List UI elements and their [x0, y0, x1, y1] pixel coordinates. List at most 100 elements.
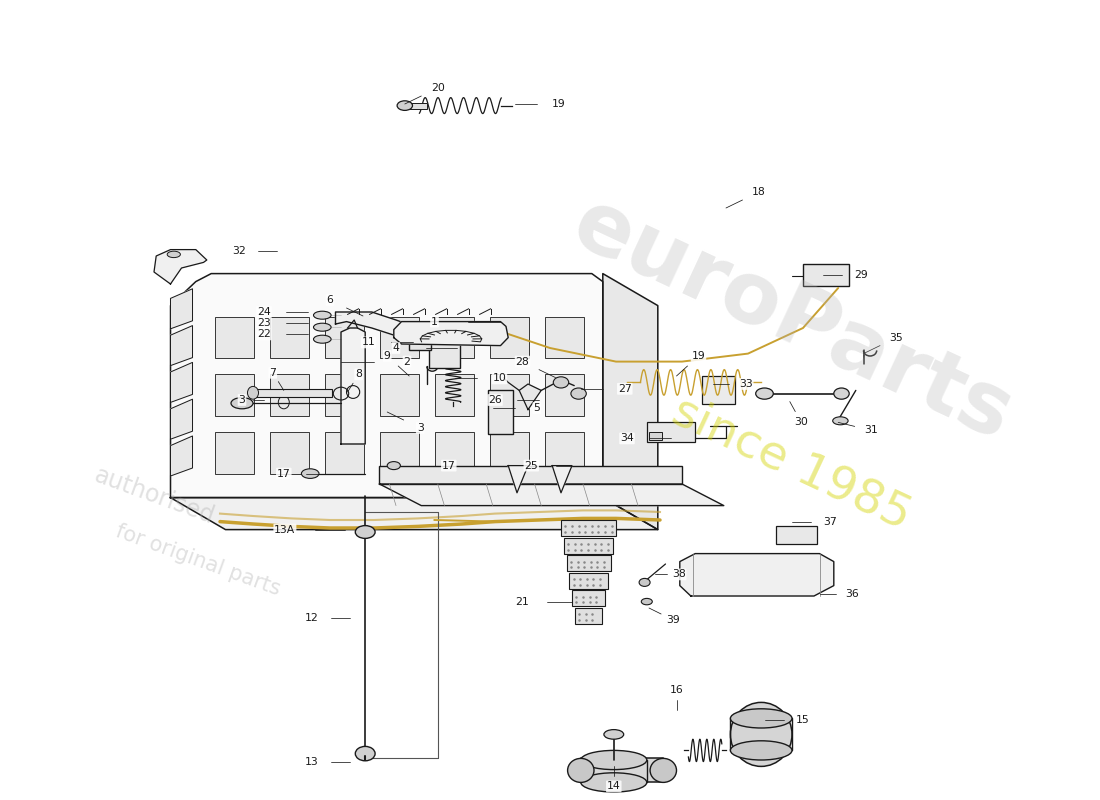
Bar — [214, 317, 254, 358]
Text: 25: 25 — [525, 461, 538, 470]
Text: 19: 19 — [692, 351, 705, 361]
Text: 10: 10 — [493, 374, 506, 383]
Ellipse shape — [231, 398, 253, 409]
Polygon shape — [394, 322, 508, 346]
Polygon shape — [170, 289, 192, 329]
Ellipse shape — [248, 386, 258, 399]
Bar — [649, 432, 662, 440]
Ellipse shape — [571, 388, 586, 399]
Bar — [324, 374, 364, 416]
Text: 28: 28 — [516, 357, 529, 366]
Text: 6: 6 — [327, 295, 333, 305]
Text: authorised: authorised — [90, 463, 218, 529]
Ellipse shape — [314, 335, 331, 343]
Text: 17: 17 — [442, 461, 455, 470]
Ellipse shape — [834, 388, 849, 399]
Ellipse shape — [355, 526, 375, 538]
Text: 31: 31 — [865, 426, 878, 435]
Bar — [270, 317, 309, 358]
Text: 34: 34 — [620, 434, 634, 443]
Ellipse shape — [581, 750, 647, 770]
Polygon shape — [170, 436, 192, 476]
Text: 18: 18 — [752, 187, 766, 197]
Bar — [253, 389, 332, 397]
Ellipse shape — [397, 101, 412, 110]
Text: 3: 3 — [417, 423, 424, 433]
Bar — [324, 317, 364, 358]
Text: 3: 3 — [239, 395, 245, 405]
Polygon shape — [154, 250, 207, 284]
Bar — [214, 374, 254, 416]
Polygon shape — [341, 328, 365, 444]
Ellipse shape — [387, 462, 400, 470]
Text: since 1985: since 1985 — [666, 389, 918, 539]
Text: 24: 24 — [257, 307, 271, 317]
Polygon shape — [552, 466, 572, 493]
Bar — [561, 520, 616, 536]
Text: 1: 1 — [431, 317, 438, 326]
Bar — [564, 538, 614, 554]
Text: 27: 27 — [618, 384, 631, 394]
Ellipse shape — [833, 417, 848, 425]
Text: 13: 13 — [305, 757, 318, 766]
Bar — [488, 390, 513, 434]
Polygon shape — [170, 274, 603, 498]
Bar — [434, 432, 474, 474]
Ellipse shape — [641, 598, 652, 605]
Text: 5: 5 — [534, 403, 540, 413]
Bar — [270, 374, 309, 416]
Bar — [776, 526, 817, 544]
Ellipse shape — [581, 773, 647, 792]
Bar — [214, 432, 254, 474]
Ellipse shape — [730, 709, 792, 728]
Bar — [544, 317, 584, 358]
Text: 29: 29 — [855, 270, 868, 280]
Text: 17: 17 — [277, 469, 290, 478]
Bar — [570, 573, 608, 589]
Text: 32: 32 — [232, 246, 245, 256]
Polygon shape — [336, 312, 497, 342]
Text: 21: 21 — [516, 597, 529, 606]
Polygon shape — [603, 274, 658, 530]
Bar — [379, 317, 419, 358]
Text: 12: 12 — [305, 613, 318, 622]
Bar — [803, 264, 849, 286]
Text: 13A: 13A — [274, 525, 296, 534]
Text: 22: 22 — [257, 330, 271, 339]
Text: 19: 19 — [552, 99, 565, 109]
Text: 23: 23 — [257, 318, 271, 328]
Bar — [702, 376, 735, 404]
Bar — [572, 590, 605, 606]
Text: 38: 38 — [672, 570, 685, 579]
Text: 35: 35 — [890, 333, 903, 342]
Bar — [324, 432, 364, 474]
Ellipse shape — [604, 730, 624, 739]
Polygon shape — [170, 326, 192, 366]
Text: 37: 37 — [824, 517, 837, 526]
Ellipse shape — [301, 469, 319, 478]
Ellipse shape — [568, 758, 594, 782]
Bar — [490, 317, 529, 358]
Text: 30: 30 — [794, 417, 807, 426]
Bar — [581, 758, 663, 782]
Ellipse shape — [167, 251, 180, 258]
Ellipse shape — [553, 377, 569, 388]
Bar — [379, 466, 682, 484]
Text: 2: 2 — [404, 357, 410, 366]
Bar — [544, 374, 584, 416]
Ellipse shape — [314, 323, 331, 331]
Bar — [566, 555, 610, 571]
Polygon shape — [680, 554, 834, 596]
Polygon shape — [519, 384, 541, 410]
Text: 14: 14 — [607, 782, 620, 791]
Bar — [544, 432, 584, 474]
Bar — [490, 374, 529, 416]
Polygon shape — [379, 484, 724, 506]
Bar — [270, 432, 309, 474]
Text: 26: 26 — [488, 395, 502, 405]
Text: for original parts: for original parts — [113, 521, 283, 599]
Ellipse shape — [650, 758, 676, 782]
Ellipse shape — [355, 746, 375, 761]
Bar — [379, 374, 419, 416]
Bar — [490, 432, 529, 474]
